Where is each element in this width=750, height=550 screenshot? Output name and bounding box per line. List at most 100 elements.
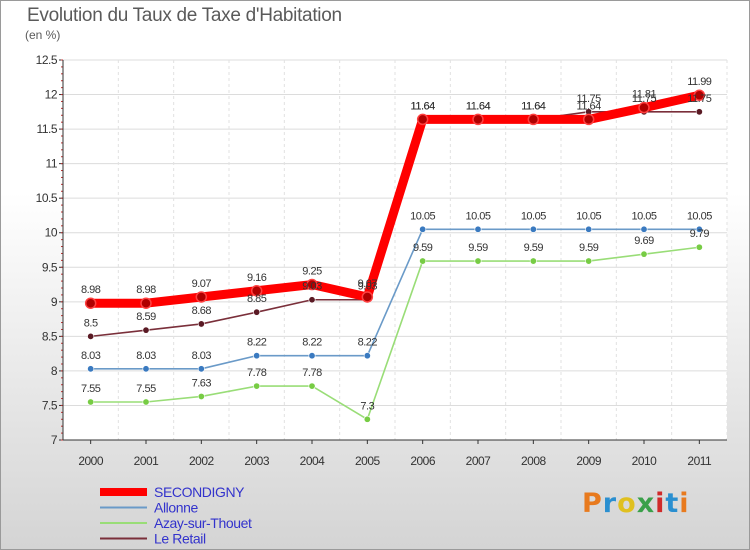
y-minor-tick [61,335,63,337]
data-point [363,352,371,360]
data-label: 8.5 [84,317,98,329]
y-tick-label: 8.5 [42,329,58,343]
data-point [308,352,316,360]
y-minor-tick [61,135,63,137]
data-point [640,250,648,258]
legend-label: Azay-sur-Thouet [154,515,252,531]
data-label: 9.59 [524,242,544,254]
y-minor-tick [61,190,63,192]
data-point [363,415,371,423]
data-point [638,101,650,114]
data-label: 9.03 [358,281,378,293]
legend-label: Le Retail [154,531,206,547]
y-tick-label: 11.5 [37,122,58,136]
logo-letter: i [679,488,690,519]
data-label: 7.55 [81,383,101,395]
y-minor-tick [61,266,63,268]
data-label: 11.64 [466,100,491,112]
data-point [640,225,648,233]
y-minor-tick [61,87,63,89]
y-minor-tick [61,66,63,68]
data-label: 9.07 [358,278,378,290]
y-minor-tick [61,246,63,248]
y-minor-tick [61,232,63,234]
legend-label: SECONDIGNY [154,484,245,500]
data-label: 11.64 [577,100,602,112]
y-minor-tick [61,73,63,75]
y-minor-tick [61,121,63,123]
y-minor-tick [61,287,63,289]
x-tick-label: 2001 [134,454,160,468]
y-minor-tick [61,425,63,427]
logo-letter: P [582,488,603,519]
y-tick-label: 9 [51,295,58,309]
y-minor-tick [61,370,63,372]
data-label: 8.03 [136,350,156,362]
data-label: 8.59 [136,311,156,323]
data-label: 8.22 [358,337,378,349]
data-point [585,257,593,265]
y-minor-tick [61,176,63,178]
y-minor-tick [61,432,63,434]
data-point [197,320,205,328]
y-minor-tick [61,94,63,96]
data-point [585,225,593,233]
data-label: 11.64 [411,100,436,112]
data-label: 9.59 [413,242,433,254]
y-tick-label: 10.5 [36,191,58,205]
x-tick-label: 2008 [521,454,547,468]
data-point [142,398,150,406]
data-label: 7.3 [360,400,374,412]
data-label: 8.98 [81,284,101,296]
y-minor-tick [61,356,63,358]
data-point [253,352,261,360]
y-minor-tick [61,80,63,82]
data-label: 8.03 [81,350,101,362]
data-label: 8.03 [192,350,212,362]
data-label: 9.59 [468,242,488,254]
data-point [416,113,429,126]
data-point [693,89,706,101]
y-minor-tick [61,204,63,206]
data-label: 11.75 [632,93,657,105]
y-tick-label: 7 [51,433,58,447]
y-minor-tick [61,391,63,393]
y-minor-tick [61,342,63,344]
data-label: 11.75 [577,93,602,105]
data-label: 7.55 [136,383,156,395]
y-minor-tick [61,170,63,172]
data-label: 10.05 [521,210,546,222]
y-minor-tick [61,239,63,241]
y-minor-tick [61,100,63,102]
y-minor-tick [61,114,63,116]
data-label: 7.63 [192,377,212,389]
y-minor-tick [61,156,63,158]
data-point [142,365,150,373]
y-minor-tick [61,411,63,413]
data-label: 9.03 [302,281,322,293]
data-label: 9.79 [690,228,710,240]
x-tick-label: 2006 [410,454,436,468]
y-minor-tick [61,128,63,130]
data-label: 9.59 [579,242,599,254]
y-minor-tick [61,308,63,310]
y-minor-tick [61,197,63,199]
y-minor-tick [61,315,63,317]
data-label: 11.64 [411,100,436,112]
y-tick-label: 8 [51,364,58,378]
logo-letter: i [655,488,666,519]
data-label: 10.05 [687,210,712,222]
data-point [695,225,703,233]
x-tick-label: 2010 [632,454,658,468]
logo-letter: o [617,488,637,519]
series-line-secondigny [86,90,704,308]
data-label: 7.78 [302,367,322,379]
data-point [419,225,427,233]
data-label: 11.64 [521,100,546,112]
data-point [695,108,703,116]
data-label: 11.99 [687,76,712,88]
y-tick-label: 11 [46,157,58,171]
chart-title: Evolution du Taux de Taxe d'Habitation [27,5,342,26]
chart-subtitle: (en %) [25,28,61,42]
